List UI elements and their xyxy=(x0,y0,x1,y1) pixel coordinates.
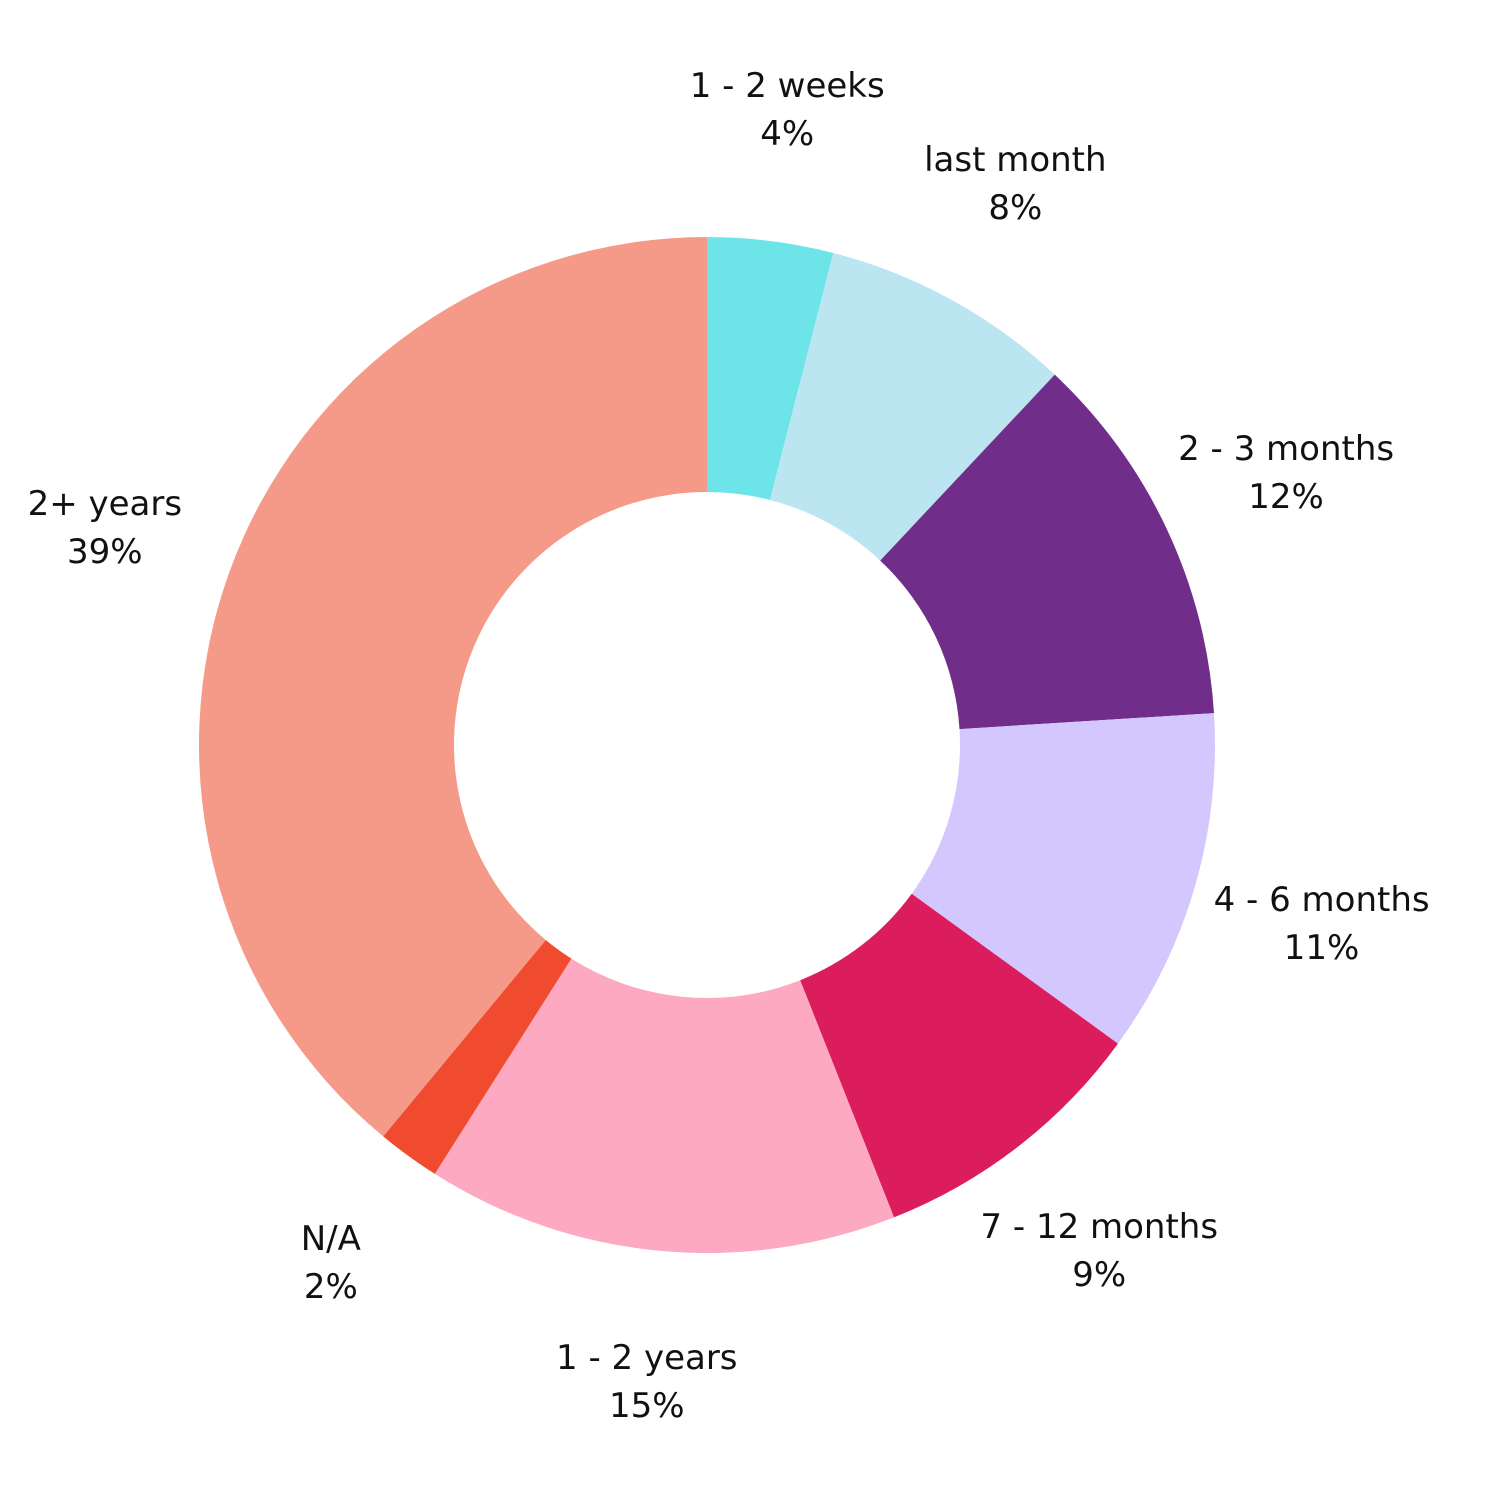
slice-label-value: 11% xyxy=(1283,927,1360,968)
slice-label-7-12-months: 7 - 12 months 9% xyxy=(980,1203,1218,1299)
slice-label-name: 4 - 6 months xyxy=(1213,879,1430,920)
slice-label-4-6-months: 4 - 6 months 11% xyxy=(1214,876,1430,972)
slice-label-name: 7 - 12 months xyxy=(980,1206,1219,1247)
pie-slice-1-2-weeks xyxy=(707,237,834,500)
slice-label-value: 9% xyxy=(1072,1254,1127,1295)
slice-label-name: 2 - 3 months xyxy=(1178,428,1395,469)
pie-slice-n-a xyxy=(383,939,572,1174)
slice-label-1-2-years: 1 - 2 years 15% xyxy=(556,1334,738,1430)
slice-label-2-3-months: 2 - 3 months 12% xyxy=(1178,425,1394,521)
pie-slice-last-month xyxy=(769,252,1055,561)
slice-label-name: last month xyxy=(924,140,1107,181)
pie-slice-2-years xyxy=(198,237,707,1137)
slice-label-value: 2% xyxy=(303,1266,358,1307)
slice-label-value: 12% xyxy=(1248,476,1324,517)
pie-slice-2-3-months xyxy=(880,374,1214,730)
slice-label-name: 1 - 2 years xyxy=(556,1338,738,1379)
slice-label-n-a: N/A 2% xyxy=(301,1215,361,1311)
slice-label-value: 15% xyxy=(608,1386,685,1427)
slice-label-name: 1 - 2 weeks xyxy=(689,66,885,107)
slice-label-last-month: last month 8% xyxy=(924,136,1106,232)
slice-label-name: N/A xyxy=(300,1218,361,1259)
slice-label-name: 2+ years xyxy=(27,484,183,525)
slice-label-value: 8% xyxy=(988,188,1043,229)
slice-label-2-years: 2+ years 39% xyxy=(28,480,183,576)
slice-label-value: 39% xyxy=(67,532,143,573)
slice-label-value: 4% xyxy=(760,114,815,155)
pie-slice-4-6-months xyxy=(911,713,1215,1044)
slice-label-1-2-weeks: 1 - 2 weeks 4% xyxy=(690,62,885,158)
pie-slice-1-2-years xyxy=(434,958,895,1253)
pie-slice-7-12-months xyxy=(800,893,1118,1218)
